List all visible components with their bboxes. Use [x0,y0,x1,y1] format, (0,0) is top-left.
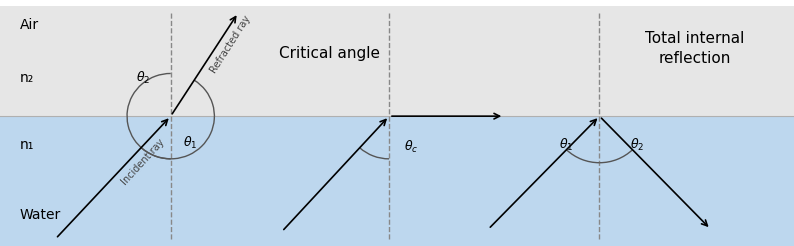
Text: Critical angle: Critical angle [279,46,380,61]
Text: $\theta_c$: $\theta_c$ [404,139,418,155]
Text: Total internal
reflection: Total internal reflection [645,31,745,66]
Text: Incident ray: Incident ray [120,137,166,187]
Text: Refracted ray: Refracted ray [208,14,252,75]
Text: n₁: n₁ [20,138,34,152]
Text: $\theta_2$: $\theta_2$ [630,137,644,153]
Text: Air: Air [20,18,39,32]
Bar [0,116,794,246]
Text: n₂: n₂ [20,71,34,85]
Bar [0,6,794,116]
Text: Water: Water [20,208,61,222]
Text: $\theta_2$: $\theta_2$ [136,70,150,86]
Text: $\theta_1$: $\theta_1$ [559,137,573,153]
Text: $\theta_1$: $\theta_1$ [183,135,198,151]
